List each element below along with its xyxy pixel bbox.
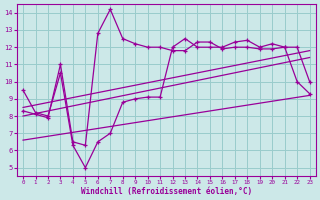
- X-axis label: Windchill (Refroidissement éolien,°C): Windchill (Refroidissement éolien,°C): [81, 187, 252, 196]
